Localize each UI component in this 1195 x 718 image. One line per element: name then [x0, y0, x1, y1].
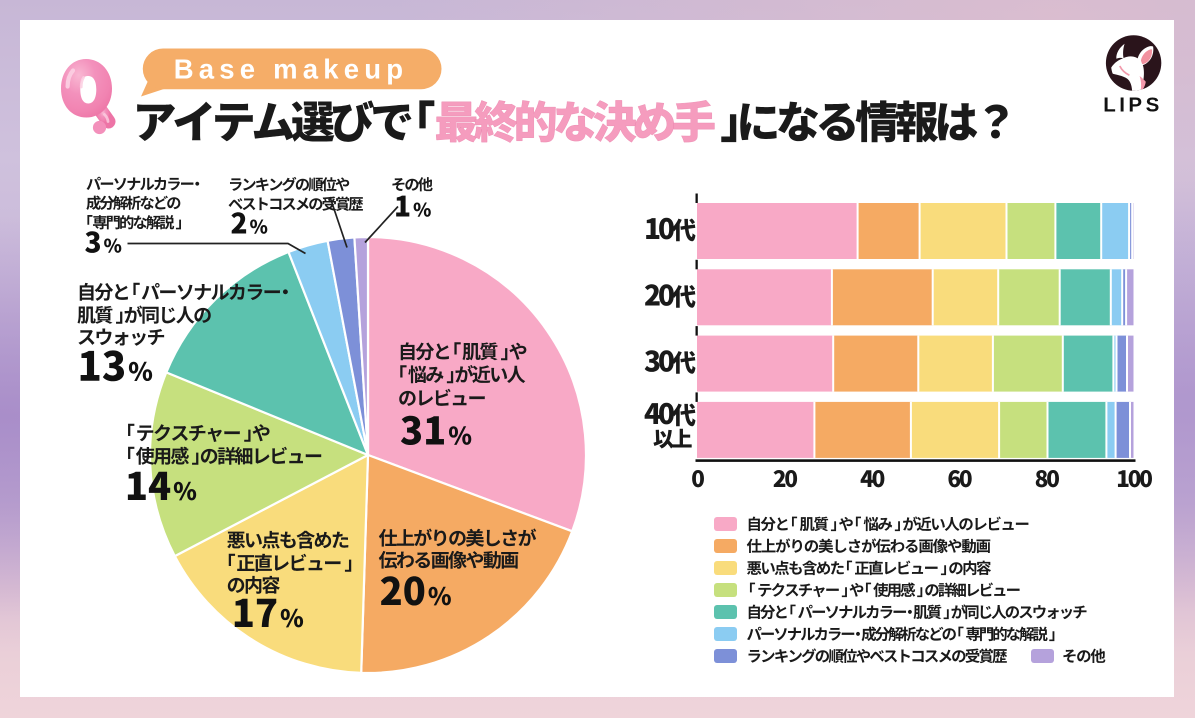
svg-text:LIPS: LIPS: [1103, 94, 1163, 117]
svg-text:Base makeup: Base makeup: [174, 54, 409, 85]
